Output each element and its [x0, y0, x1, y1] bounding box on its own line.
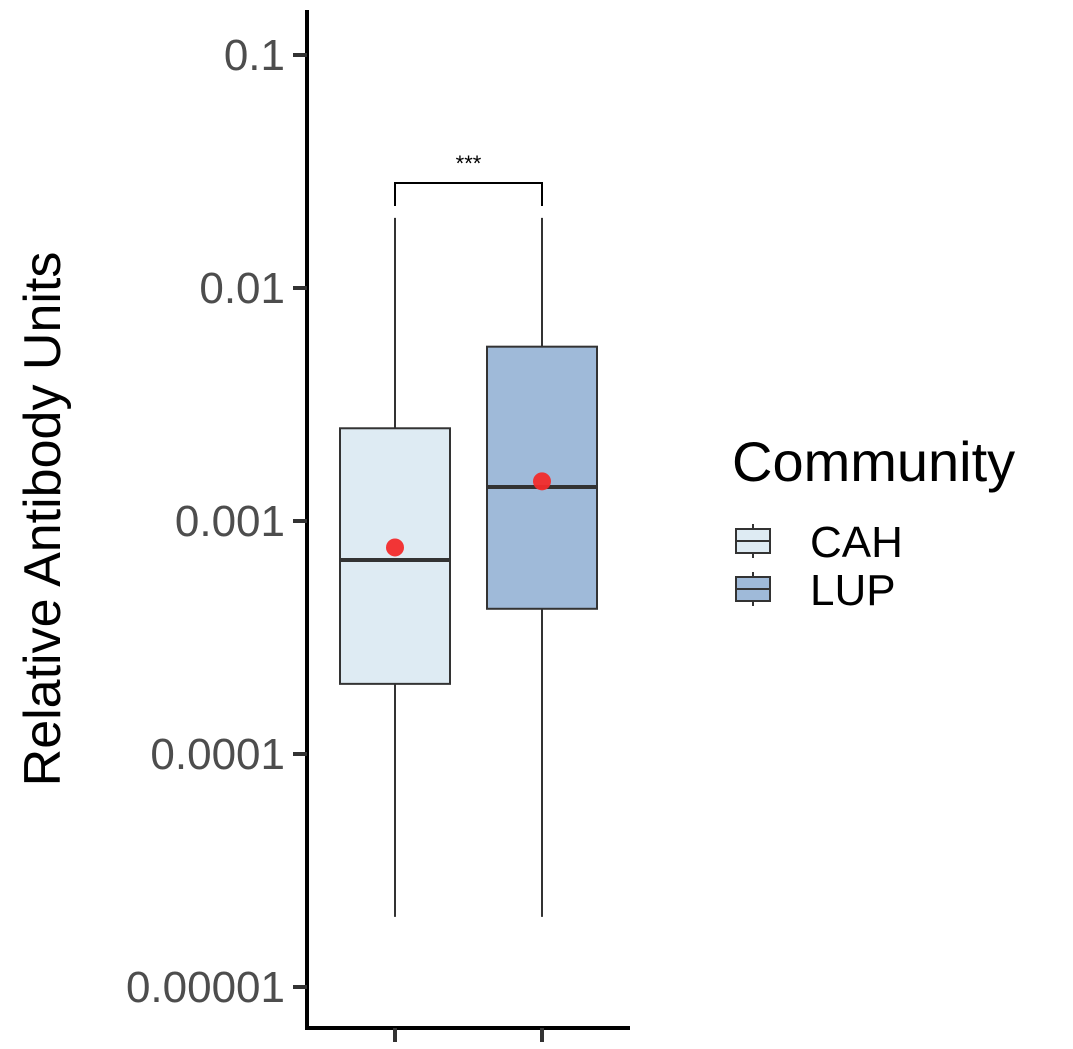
bracket-line: [394, 182, 543, 206]
mean-point: [533, 472, 551, 491]
y-tick-label: 0.01: [199, 264, 285, 313]
legend-title: Community: [732, 430, 1015, 493]
y-axis: 0.00001 0.0001 0.001 0.01 0.1: [126, 10, 309, 1030]
mean-point: [386, 538, 404, 557]
legend-label: LUP: [810, 566, 896, 615]
boxes: [339, 217, 598, 917]
y-tick-label: 0.1: [224, 31, 285, 80]
y-tick-label: 0.00001: [126, 963, 285, 1012]
significance-bracket: ***: [394, 151, 543, 206]
box-lup: [486, 217, 598, 917]
y-tick-label: 0.001: [175, 497, 285, 546]
legend-entry-lup: LUP: [735, 566, 896, 615]
legend-entry-cah: CAH: [735, 518, 903, 567]
y-axis-title: Relative Antibody Units: [14, 252, 72, 787]
significance-label: ***: [456, 151, 482, 176]
box-cah: [339, 217, 451, 917]
legend-label: CAH: [810, 518, 903, 567]
y-tick-label: 0.0001: [150, 730, 285, 779]
x-axis: [305, 1026, 630, 1042]
